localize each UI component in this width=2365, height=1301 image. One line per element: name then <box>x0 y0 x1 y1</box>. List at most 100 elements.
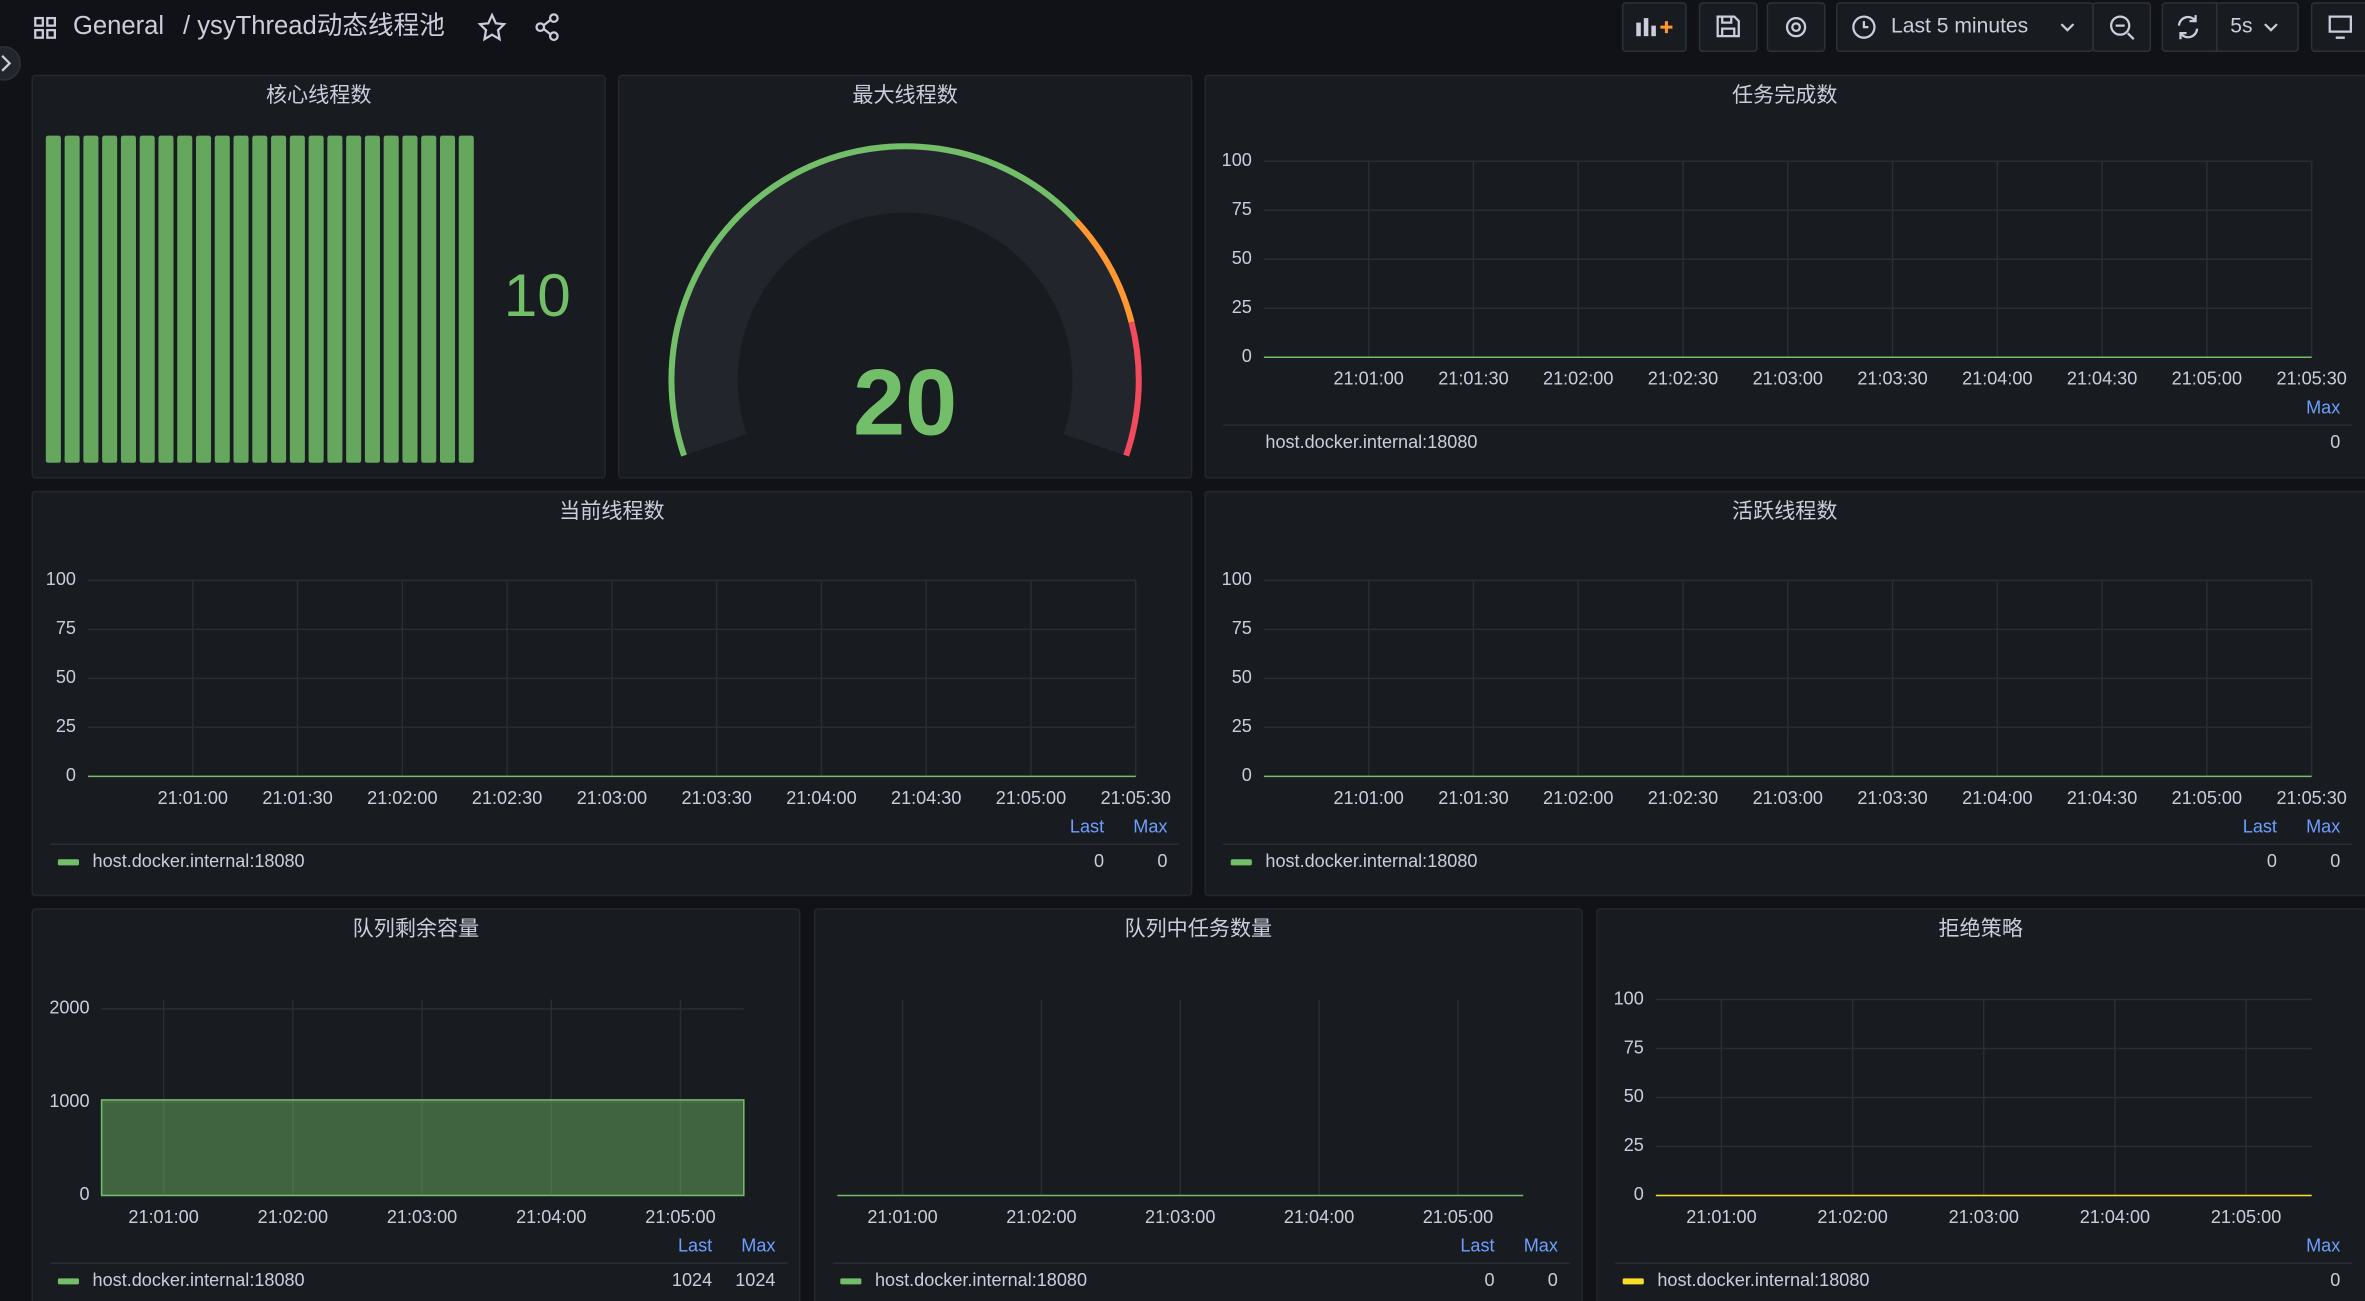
x-tick-label: 21:03:30 <box>681 788 751 808</box>
legend-series-name: host.docker.internal:18080 <box>93 851 305 871</box>
x-tick-label: 21:04:00 <box>516 1207 586 1227</box>
save-icon <box>1716 15 1740 38</box>
refresh-interval[interactable]: 5s <box>2230 15 2252 38</box>
panel-title: 队列剩余容量 <box>353 917 480 941</box>
gauge-cell <box>458 135 474 463</box>
panel-title: 拒绝策略 <box>1939 917 2023 941</box>
panel-title: 当前线程数 <box>559 499 664 523</box>
y-tick-label: 100 <box>46 569 76 589</box>
panel-title: 任务完成数 <box>1732 83 1837 107</box>
legend-value: 0 <box>1484 1270 1494 1290</box>
panel <box>813 908 1583 1301</box>
gauge-threshold-red <box>1123 321 1142 457</box>
gauge-cell <box>402 135 418 463</box>
panel <box>1204 490 2365 897</box>
y-tick-label: 50 <box>1624 1086 1644 1106</box>
gauge-cell <box>383 135 399 463</box>
x-tick-label: 21:02:00 <box>367 788 437 808</box>
x-tick-label: 21:04:30 <box>891 788 961 808</box>
gauge-cell <box>45 135 61 463</box>
settings-button[interactable] <box>1766 2 1826 53</box>
clock-icon <box>1852 15 1876 39</box>
gauge-cell <box>308 135 324 463</box>
zoom-out-button[interactable] <box>2092 2 2152 53</box>
x-tick-label: 21:01:00 <box>1333 788 1403 808</box>
legend-column-header: Max <box>2306 397 2340 417</box>
y-tick-label: 25 <box>1232 716 1252 736</box>
x-tick-label: 21:03:00 <box>1753 369 1823 389</box>
legend-value: 0 <box>2267 851 2277 871</box>
y-tick-label: 75 <box>1232 618 1252 638</box>
legend-column-header: Max <box>1133 816 1167 836</box>
star-button[interactable] <box>477 12 507 42</box>
legend-value: 0 <box>1094 851 1104 871</box>
gauge-cell <box>271 135 287 463</box>
legend-column-header: Last <box>1460 1236 1494 1256</box>
add-panel-icon <box>1636 18 1673 37</box>
zoom-out-icon <box>2110 15 2135 40</box>
gauge-cell <box>364 135 380 463</box>
x-tick-label: 21:02:00 <box>1006 1207 1076 1227</box>
panel-title: 队列中任务数量 <box>1124 917 1272 941</box>
y-tick-label: 25 <box>1232 297 1252 317</box>
x-tick-label: 21:02:00 <box>1543 369 1613 389</box>
legend-swatch <box>840 1278 862 1285</box>
legend-value: 1024 <box>672 1270 712 1290</box>
dashboards-icon[interactable] <box>34 16 56 39</box>
y-tick-label: 1000 <box>49 1091 89 1111</box>
x-tick-label: 21:01:30 <box>1438 369 1508 389</box>
panel-title: 核心线程数 <box>266 83 371 107</box>
breadcrumb-home[interactable]: General <box>73 12 164 40</box>
y-tick-label: 0 <box>66 765 76 785</box>
gauge-threshold-orange <box>1073 218 1135 323</box>
legend-series-name: host.docker.internal:18080 <box>875 1270 1087 1290</box>
y-tick-label: 100 <box>1614 988 1644 1008</box>
y-tick-label: 50 <box>1232 248 1252 268</box>
legend-column-header: Last <box>678 1236 712 1256</box>
legend-column-header: Max <box>2306 816 2340 836</box>
gauge-cell <box>83 135 99 463</box>
gauge-cell <box>327 135 343 463</box>
x-tick-label: 21:03:00 <box>577 788 647 808</box>
tv-mode-button[interactable] <box>2310 2 2365 53</box>
y-tick-label: 75 <box>1624 1037 1644 1057</box>
gauge-cell <box>346 135 362 463</box>
x-tick-label: 21:05:00 <box>2172 788 2242 808</box>
x-tick-label: 21:02:00 <box>258 1207 328 1227</box>
gauge-cell <box>120 135 136 463</box>
gauge-cell <box>102 135 118 463</box>
x-tick-label: 21:05:00 <box>645 1207 715 1227</box>
x-tick-label: 21:01:00 <box>158 788 228 808</box>
x-tick-label: 21:02:30 <box>1648 369 1718 389</box>
x-tick-label: 21:05:00 <box>996 788 1066 808</box>
time-range[interactable]: Last 5 minutes <box>1891 15 2028 38</box>
legend-series-name: host.docker.internal:18080 <box>1265 432 1477 452</box>
gauge-cell <box>177 135 193 463</box>
x-tick-label: 21:05:30 <box>1101 788 1171 808</box>
sidebar-toggle[interactable] <box>0 45 21 81</box>
x-tick-label: 21:05:00 <box>2172 369 2242 389</box>
time-picker-caret <box>2060 23 2075 32</box>
x-tick-label: 21:01:30 <box>262 788 332 808</box>
legend-value: 0 <box>2330 1270 2340 1290</box>
dashboard-title[interactable]: / ysyThread动态线程池 <box>183 11 445 40</box>
x-tick-label: 21:04:30 <box>2067 788 2137 808</box>
legend-swatch <box>57 1278 79 1285</box>
gauge-cell <box>64 135 80 463</box>
panel <box>1596 908 2365 1301</box>
share-button[interactable] <box>535 13 559 42</box>
gauge-threshold-green <box>668 143 1079 457</box>
x-tick-label: 21:02:30 <box>472 788 542 808</box>
gauge-cell <box>421 135 437 463</box>
y-tick-label: 0 <box>79 1184 89 1204</box>
legend-value: 0 <box>1548 1270 1558 1290</box>
tv-icon <box>2328 15 2352 39</box>
gauge-value: 10 <box>504 261 571 329</box>
save-button[interactable] <box>1698 2 1758 53</box>
gauge-cell <box>158 135 174 463</box>
x-tick-label: 21:01:00 <box>1686 1207 1756 1227</box>
x-tick-label: 21:05:00 <box>2211 1207 2281 1227</box>
gauge-cell <box>139 135 155 463</box>
x-tick-label: 21:04:00 <box>1962 369 2032 389</box>
